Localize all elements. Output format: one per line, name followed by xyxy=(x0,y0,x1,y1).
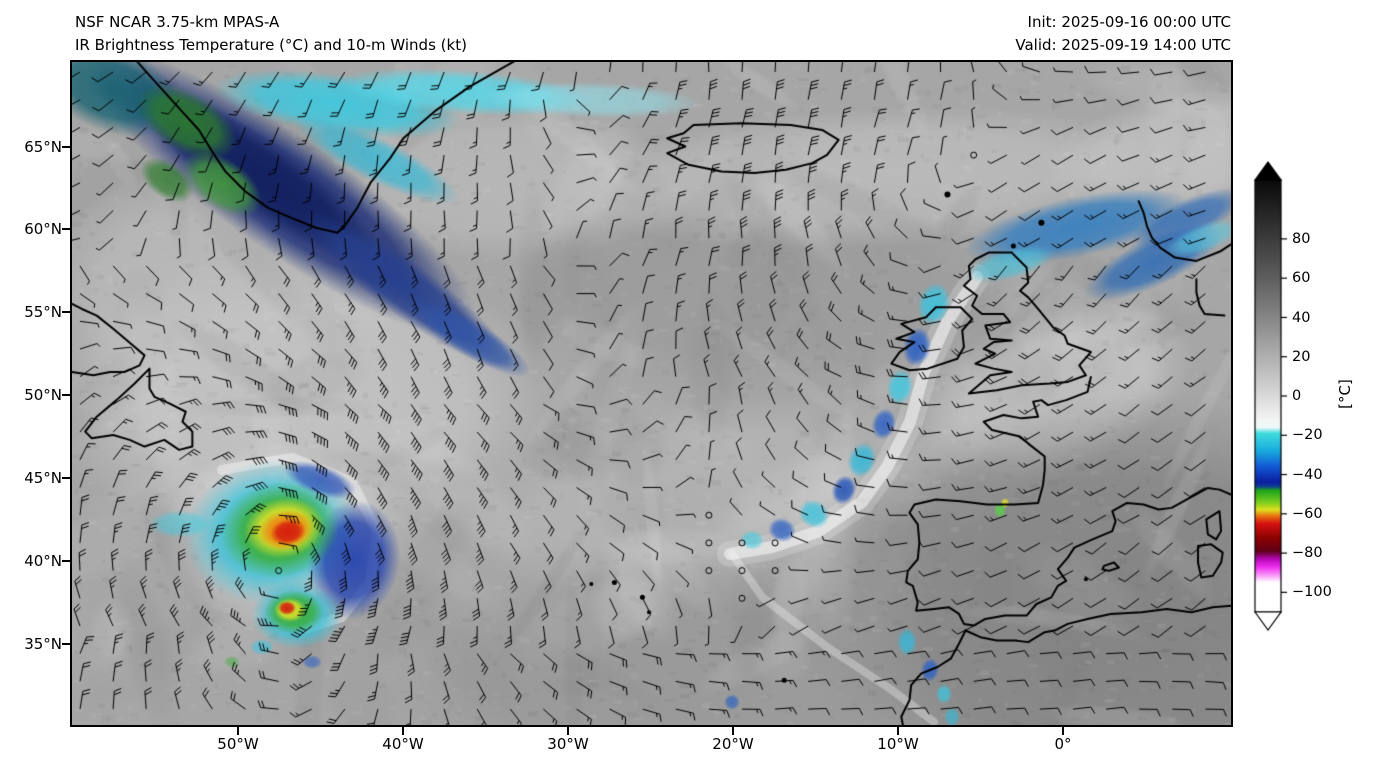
lon-tick-mark xyxy=(897,727,899,735)
valid-time-label: Valid: 2025-09-19 14:00 UTC xyxy=(1015,36,1231,54)
map-plot-area xyxy=(70,60,1233,727)
colorbar-tick-label: 40 xyxy=(1292,310,1311,326)
colorbar-unit-label: [°C] xyxy=(1336,379,1354,409)
lon-tick-mark xyxy=(567,727,569,735)
lon-tick-label: 50°W xyxy=(217,735,259,753)
lon-tick-label: 0° xyxy=(1054,735,1072,753)
colorbar-tick-label: 20 xyxy=(1292,349,1311,365)
lat-tick-label: 35°N xyxy=(24,635,62,653)
lon-tick-mark xyxy=(402,727,404,735)
colorbar-tick-label: −20 xyxy=(1292,427,1323,443)
lat-tick-label: 55°N xyxy=(24,303,62,321)
lat-tick-label: 50°N xyxy=(24,386,62,404)
colorbar-tick-label: −60 xyxy=(1292,506,1323,522)
colorbar xyxy=(1252,160,1292,632)
lat-tick-mark xyxy=(62,560,70,562)
lon-tick-label: 40°W xyxy=(382,735,424,753)
init-time-label: Init: 2025-09-16 00:00 UTC xyxy=(1027,13,1231,31)
lat-tick-mark xyxy=(62,311,70,313)
colorbar-tick-label: 60 xyxy=(1292,270,1311,286)
lon-tick-mark xyxy=(732,727,734,735)
lat-tick-mark xyxy=(62,394,70,396)
ir-satellite-map-canvas xyxy=(72,62,1231,725)
product-title: IR Brightness Temperature (°C) and 10-m … xyxy=(75,36,467,54)
lon-tick-label: 20°W xyxy=(712,735,754,753)
lat-tick-mark xyxy=(62,228,70,230)
colorbar-tick-label: −80 xyxy=(1292,545,1323,561)
lon-tick-mark xyxy=(237,727,239,735)
lat-tick-label: 45°N xyxy=(24,469,62,487)
lat-tick-label: 40°N xyxy=(24,552,62,570)
colorbar-tick-label: −100 xyxy=(1292,584,1332,600)
lat-tick-mark xyxy=(62,643,70,645)
lon-tick-label: 10°W xyxy=(877,735,919,753)
colorbar-tick-label: 0 xyxy=(1292,388,1302,404)
lat-tick-mark xyxy=(62,477,70,479)
model-title: NSF NCAR 3.75-km MPAS-A xyxy=(75,13,280,31)
lat-tick-label: 60°N xyxy=(24,220,62,238)
lat-tick-label: 65°N xyxy=(24,138,62,156)
lat-tick-mark xyxy=(62,146,70,148)
lon-tick-label: 30°W xyxy=(547,735,589,753)
colorbar-tick-label: −40 xyxy=(1292,467,1323,483)
lon-tick-mark xyxy=(1062,727,1064,735)
colorbar-tick-label: 80 xyxy=(1292,231,1311,247)
